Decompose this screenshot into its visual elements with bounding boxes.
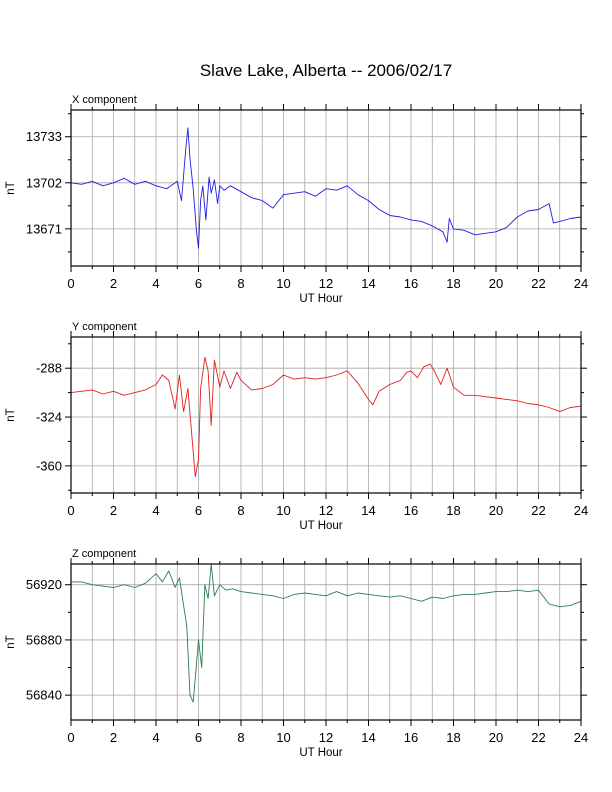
y-xtick-label: 18 [446,503,460,518]
y-xtick-label: 16 [404,503,418,518]
x-xtick-label: 16 [404,276,418,291]
y-xtick-label: 22 [531,503,545,518]
x-xtick-label: 24 [574,276,588,291]
x-xtick-label: 12 [319,276,333,291]
y-xtick-label: 14 [361,503,375,518]
x-component-series-line [70,127,582,249]
y-xtick-label: 24 [574,503,588,518]
y-panel-title: Y component [72,321,137,333]
z-xtick-label: 6 [195,730,202,745]
z-component-series-line [71,563,582,703]
x-xtick-label: 2 [110,276,117,291]
y-x-axis-label: UT Hour [299,520,342,532]
z-xtick-label: 4 [152,730,159,745]
z-xtick-label: 24 [574,730,588,745]
z-ytick-label: 56840 [26,688,62,703]
z-xtick-label: 20 [489,730,503,745]
y-xtick-label: 10 [276,503,290,518]
z-x-axis-label: UT Hour [299,747,342,759]
z-xtick-label: 10 [276,730,290,745]
z-xtick-label: 22 [531,730,545,745]
x-xtick-label: 10 [276,276,290,291]
y-xtick-label: 0 [67,503,74,518]
z-y-axis-label: nT [5,635,17,648]
figure-title: Slave Lake, Alberta -- 2006/02/17 [200,61,452,80]
x-ytick-label: 13702 [26,175,62,190]
y-xtick-label: 4 [152,503,159,518]
x-xtick-label: 22 [531,276,545,291]
y-xtick-label: 8 [237,503,244,518]
x-xtick-label: 8 [237,276,244,291]
x-xtick-label: 18 [446,276,460,291]
z-ytick-label: 56920 [26,577,62,592]
x-xtick-label: 6 [195,276,202,291]
x-ytick-label: 13671 [26,221,62,236]
x-panel-title: X component [72,94,137,106]
y-component-series-line [70,356,582,478]
x-x-axis-label: UT Hour [299,293,342,305]
y-ytick-label: -288 [36,361,62,376]
y-ytick-label: -324 [36,410,62,425]
y-xtick-label: 20 [489,503,503,518]
z-xtick-label: 12 [319,730,333,745]
y-xtick-label: 6 [195,503,202,518]
z-xtick-label: 14 [361,730,375,745]
z-xtick-label: 18 [446,730,460,745]
x-xtick-label: 14 [361,276,375,291]
z-xtick-label: 2 [110,730,117,745]
z-xtick-label: 8 [237,730,244,745]
y-ytick-label: -360 [36,458,62,473]
z-ytick-label: 56880 [26,632,62,647]
y-y-axis-label: nT [5,408,17,421]
z-xtick-label: 0 [67,730,74,745]
x-y-axis-label: nT [5,181,17,194]
z-panel-title: Z component [72,548,136,560]
y-xtick-label: 12 [319,503,333,518]
x-xtick-label: 0 [67,276,74,291]
x-xtick-label: 4 [152,276,159,291]
y-xtick-label: 2 [110,503,117,518]
z-xtick-label: 16 [404,730,418,745]
x-xtick-label: 20 [489,276,503,291]
x-ytick-label: 13733 [26,129,62,144]
